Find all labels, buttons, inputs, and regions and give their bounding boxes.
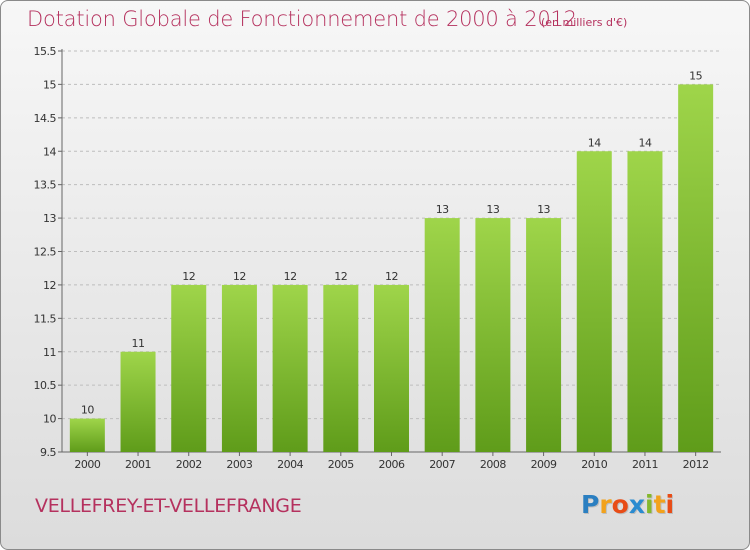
y-tick-label: 11.5 <box>34 312 57 325</box>
data-label: 14 <box>588 136 601 149</box>
y-tick-label: 10.5 <box>34 379 57 392</box>
data-label: 12 <box>182 270 195 283</box>
y-tick-label: 9.5 <box>40 446 56 459</box>
x-tick-label: 2007 <box>429 458 455 471</box>
logo-letter: t <box>653 490 666 519</box>
bar <box>374 284 409 452</box>
logo-letter: o <box>611 490 629 519</box>
logo-letter: P <box>581 490 600 519</box>
bar <box>221 284 257 452</box>
data-label: 15 <box>689 69 702 82</box>
x-tick-label: 2001 <box>125 458 151 471</box>
data-label: 12 <box>385 270 398 283</box>
x-tick-label: 2002 <box>176 458 202 471</box>
bar <box>475 218 511 452</box>
y-tick-label: 12.5 <box>34 246 57 259</box>
data-label: 11 <box>132 337 145 350</box>
x-tick-label: 2006 <box>379 458 405 471</box>
y-tick-label: 13 <box>43 212 56 225</box>
bar <box>120 351 156 452</box>
bar <box>69 418 105 452</box>
bar <box>323 284 359 452</box>
x-tick-label: 2011 <box>632 458 658 471</box>
y-tick-label: 11 <box>43 346 56 359</box>
bar <box>576 151 612 452</box>
bar <box>272 284 308 452</box>
data-labels: 10 11 12 12 12 12 12 13 13 13 14 14 15 <box>81 69 703 416</box>
bar <box>526 218 562 452</box>
x-tick-label: 2005 <box>328 458 354 471</box>
y-tick-label: 12 <box>43 279 56 292</box>
unit-label: (en milliers d'€) <box>541 16 628 29</box>
logo-letter: r <box>599 490 612 519</box>
y-tick-label: 14.5 <box>34 112 57 125</box>
x-tick-label: 2010 <box>581 458 607 471</box>
bar <box>627 151 663 452</box>
data-label: 13 <box>436 203 449 216</box>
x-tick-labels: 2000 2001 2002 2003 2004 2005 2006 2007 2008 2009… <box>74 458 709 471</box>
x-tick-label: 2000 <box>74 458 100 471</box>
y-tick-label: 15 <box>43 78 56 91</box>
data-label: 12 <box>334 270 347 283</box>
logo-letter: i <box>645 490 654 519</box>
y-tick-label: 10 <box>43 413 56 426</box>
proxiti-logo: Proxiti <box>581 490 674 519</box>
x-tick-label: 2003 <box>226 458 252 471</box>
x-tick-label: 2009 <box>531 458 557 471</box>
bar <box>171 284 207 452</box>
data-label: 12 <box>233 270 246 283</box>
y-tick-label: 14 <box>43 145 56 158</box>
logo-letter: x <box>628 490 645 519</box>
x-tick-label: 2008 <box>480 458 506 471</box>
x-tick-label: 2012 <box>683 458 709 471</box>
data-label: 10 <box>81 404 94 417</box>
bars <box>69 84 714 453</box>
bar <box>678 84 714 453</box>
x-tick-label: 2004 <box>277 458 303 471</box>
data-label: 12 <box>284 270 297 283</box>
y-tick-labels: 9.5 10 10.5 11 11.5 12 12.5 13 13.5 14 14.5 15 15.5 <box>34 45 57 459</box>
bar <box>424 218 460 452</box>
data-label: 13 <box>486 203 499 216</box>
y-tick-label: 13.5 <box>34 179 57 192</box>
commune-name: VELLEFREY-ET-VELLEFRANGE <box>35 495 302 517</box>
data-label: 13 <box>537 203 550 216</box>
chart-title: Dotation Globale de Fonctionnement de 20… <box>27 7 577 31</box>
data-label: 14 <box>638 136 651 149</box>
y-tick-label: 15.5 <box>34 45 57 58</box>
logo-letter: i <box>665 490 675 519</box>
